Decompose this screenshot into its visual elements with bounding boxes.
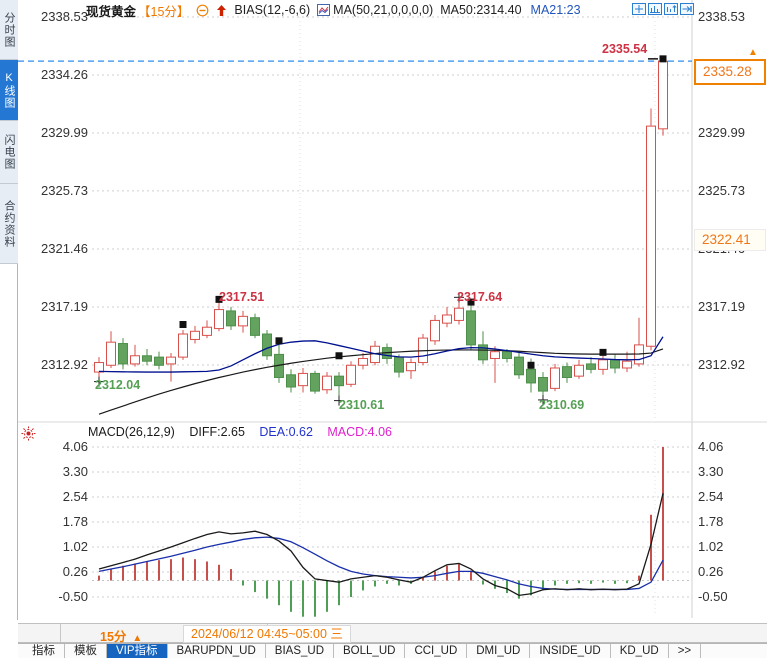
chart-header: 现货黄金 【15分】 BIAS(12,-6,6) MA(50,21,0,0,0,…: [86, 2, 581, 19]
tab-BARUPDN_UD[interactable]: BARUPDN_UD: [168, 644, 266, 658]
sidebar-item-flash-chart[interactable]: 闪电图: [0, 121, 18, 184]
status-bar: 15分 ▲ 2024/06/12 04:45~05:00 三: [18, 623, 767, 644]
sidebar-item-kline-chart[interactable]: K线图: [0, 60, 18, 121]
price-annotation: 2310.61: [339, 398, 385, 412]
price-annotation: 2317.51: [219, 290, 265, 304]
tab->>[interactable]: >>: [669, 644, 702, 658]
candle-datetime: 2024/06/12 04:45~05:00 三: [183, 625, 351, 643]
axis-label: 2329.99: [698, 125, 745, 141]
axis-label: 1.78: [698, 514, 724, 529]
axis-label: 2.54: [698, 489, 724, 504]
macd-settings-label: MACD(26,12,9): [88, 425, 175, 439]
axis-label: 2321.46: [41, 240, 88, 256]
period-selector[interactable]: 15分 ▲: [100, 630, 143, 644]
status-divider: [60, 624, 61, 642]
tab-DMI_UD[interactable]: DMI_UD: [467, 644, 531, 658]
axis-label: 4.06: [62, 439, 88, 454]
ma-settings-label: MA(50,21,0,0,0,0): [333, 3, 434, 17]
chevron-up-icon: ▲: [132, 633, 143, 644]
macd-header: MACD(26,12,9) DIFF:2.65 DEA:0.62 MACD:4.…: [88, 425, 403, 439]
axis-label: 0.26: [62, 564, 88, 579]
indicator-tab-bar: 指标 模板 VIP指标 BARUPDN_UD BIAS_UD BOLL_UD CCI_UD D…: [18, 643, 767, 658]
dea-value: DEA:0.62: [259, 425, 313, 439]
crosshair-icon[interactable]: [632, 3, 646, 15]
tab-INSIDE_UD[interactable]: INSIDE_UD: [530, 644, 611, 658]
price-annotation: 2312.04: [95, 378, 141, 392]
price-annotation: 2335.54: [602, 42, 648, 56]
minus-circle-icon[interactable]: [196, 4, 209, 17]
tab-BIAS_UD[interactable]: BIAS_UD: [266, 644, 335, 658]
axis-label: 2329.99: [41, 125, 88, 141]
reference-price-tag: 2322.41: [694, 229, 766, 251]
left-sidebar: 分时图 K线图 闪电图 合约资料: [0, 0, 18, 620]
axis-label: 2334.26: [41, 67, 88, 83]
sidebar-item-contract-info[interactable]: 合约资料: [0, 184, 18, 264]
axis-label: 2317.19: [698, 298, 745, 314]
tab-CCI_UD[interactable]: CCI_UD: [405, 644, 468, 658]
period-label: 【15分】: [138, 4, 190, 19]
zoom-pane-icon[interactable]: [648, 3, 662, 15]
tab-BOLL_UD[interactable]: BOLL_UD: [334, 644, 406, 658]
price-up-arrow-icon: ▲: [748, 47, 758, 58]
jump-latest-icon[interactable]: [680, 3, 694, 15]
axis-label: 2325.73: [41, 182, 88, 198]
price-annotation: 2317.64: [457, 290, 503, 304]
price-annotation: 2310.69: [539, 398, 585, 412]
diff-value: DIFF:2.65: [189, 425, 245, 439]
axis-label: 4.06: [698, 439, 724, 454]
axis-label: 3.30: [62, 464, 88, 479]
axis-label: 2312.92: [41, 357, 88, 372]
symbol-name: 现货黄金: [86, 4, 137, 19]
sidebar-item-time-chart[interactable]: 分时图: [0, 0, 18, 60]
axis-label: 2338.53: [698, 9, 745, 24]
axis-label: 1.02: [698, 539, 724, 554]
axis-label: 2312.92: [698, 357, 745, 372]
axis-label: 1.78: [62, 514, 88, 529]
macd-value: MACD:4.06: [327, 425, 392, 439]
tab-模板[interactable]: 模板: [65, 644, 107, 658]
axis-label: 2.54: [62, 489, 88, 504]
tab-KD_UD[interactable]: KD_UD: [611, 644, 669, 658]
axis-label: -0.50: [698, 589, 728, 604]
tab-指标[interactable]: 指标: [23, 644, 65, 658]
bias-indicator-label: BIAS(12,-6,6): [234, 3, 311, 17]
ma50-value: MA50:2314.40: [440, 3, 522, 17]
current-price-tag: 2335.28: [694, 59, 766, 85]
axis-label: 2325.73: [698, 182, 745, 198]
axis-label: 0.26: [698, 564, 724, 579]
axis-label: -0.50: [58, 589, 88, 604]
axis-label: 3.30: [698, 464, 724, 479]
ma-chart-icon[interactable]: [317, 4, 331, 16]
up-arrow-icon[interactable]: [216, 4, 227, 17]
sun-icon[interactable]: [21, 426, 36, 441]
tab-VIP指标[interactable]: VIP指标: [107, 644, 168, 658]
toolbar-icons: [632, 3, 694, 15]
axis-label: 2317.19: [41, 298, 88, 314]
ma21-value: MA21:23: [530, 3, 581, 17]
axis-label: 2338.53: [41, 9, 88, 24]
restore-pane-icon[interactable]: [664, 3, 678, 15]
axis-label: 1.02: [62, 539, 88, 554]
